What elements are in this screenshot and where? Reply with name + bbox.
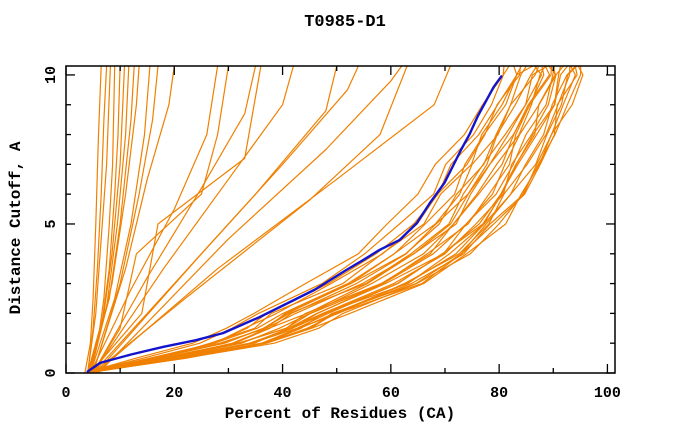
model-bundle	[91, 65, 522, 373]
model-09	[89, 65, 140, 374]
y-tick-label: 0	[43, 368, 60, 377]
model-bundle	[90, 65, 534, 373]
tick-labels: 0 20 40 60 80 100 0 5 10	[43, 66, 621, 402]
y-tick-label: 5	[43, 219, 60, 228]
model-bundle	[91, 65, 528, 373]
model-14	[92, 65, 257, 374]
y-axis-title: Distance Cutoff, A	[7, 141, 25, 314]
x-tick-label: 40	[274, 385, 292, 402]
model-bundle	[91, 65, 549, 373]
model-bundle	[94, 65, 582, 373]
model-bundle	[95, 65, 578, 373]
curves-layer	[84, 65, 584, 374]
model-15	[92, 65, 294, 374]
model-bundle	[91, 65, 540, 373]
model-01	[84, 65, 102, 374]
model-06	[87, 65, 126, 374]
model-12	[92, 65, 175, 374]
model-13	[89, 65, 219, 374]
model-18	[97, 65, 403, 374]
x-tick-label: 80	[490, 385, 508, 402]
model-bundle	[95, 65, 584, 373]
model-21	[92, 65, 229, 374]
x-tick-label: 100	[594, 385, 621, 402]
model-bundle	[92, 65, 553, 373]
model-20	[95, 65, 451, 374]
model-02	[87, 65, 108, 374]
x-axis-title: Percent of Residues (CA)	[225, 405, 455, 423]
plot-frame	[65, 65, 616, 374]
highlighted-model	[86, 75, 503, 373]
x-tick-label: 60	[382, 385, 400, 402]
axis-frame	[65, 65, 616, 374]
model-17	[95, 65, 359, 374]
y-tick-label: 10	[43, 66, 60, 84]
model-22	[89, 65, 262, 374]
model-bundle	[89, 65, 510, 373]
x-tick-label: 20	[165, 385, 183, 402]
chart-title: T0985-D1	[304, 13, 386, 32]
x-tick-label: 0	[61, 385, 70, 402]
model-03	[87, 65, 112, 374]
model-bundle	[94, 65, 578, 373]
model-10	[89, 65, 151, 374]
